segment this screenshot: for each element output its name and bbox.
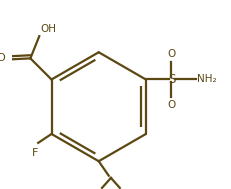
Text: F: F	[32, 148, 38, 158]
Text: S: S	[168, 73, 175, 86]
Text: NH₂: NH₂	[197, 74, 217, 84]
Text: OH: OH	[40, 24, 56, 34]
Text: O: O	[0, 53, 6, 63]
Text: O: O	[167, 50, 176, 60]
Text: O: O	[167, 99, 176, 109]
